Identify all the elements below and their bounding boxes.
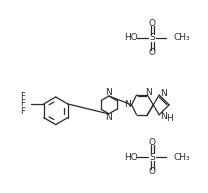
Text: HO: HO [124,153,137,162]
Text: O: O [149,167,156,176]
Text: N: N [105,88,112,96]
Text: S: S [149,33,155,42]
Text: N: N [145,88,152,96]
Text: HO: HO [124,33,137,42]
Text: N: N [160,89,167,97]
Text: N: N [124,100,131,109]
Text: CH₃: CH₃ [174,33,191,42]
Text: F: F [20,107,25,116]
Text: F: F [20,99,25,108]
Text: H: H [166,114,172,123]
Text: S: S [149,153,155,162]
Text: O: O [149,19,156,28]
Text: O: O [149,138,156,147]
Text: N: N [105,113,112,122]
Text: O: O [149,48,156,57]
Text: F: F [20,91,25,101]
Text: N: N [160,112,167,121]
Text: CH₃: CH₃ [174,153,191,162]
